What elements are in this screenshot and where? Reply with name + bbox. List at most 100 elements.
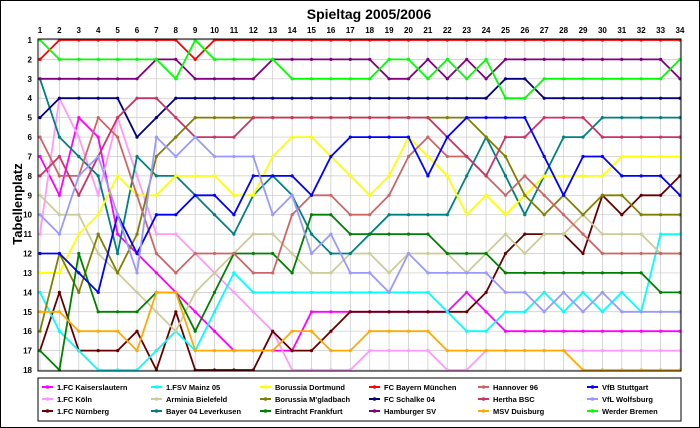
data-point-1-fsv-mainz-05 bbox=[309, 290, 314, 294]
data-point-1-fc-kaiserslautern bbox=[154, 271, 158, 275]
data-point-hannover-96 bbox=[445, 154, 449, 159]
data-point-vfl-wolfsburg bbox=[57, 232, 62, 236]
data-point-1-fc-k-ln bbox=[38, 232, 42, 236]
data-point-arminia-bielefeld bbox=[193, 290, 197, 294]
data-point-1-fc-k-ln bbox=[174, 232, 178, 236]
data-point-arminia-bielefeld bbox=[387, 271, 391, 275]
data-point-vfl-wolfsburg bbox=[116, 213, 120, 217]
data-point-hamburger-sv bbox=[251, 77, 255, 81]
data-point-hertha-bsc bbox=[542, 116, 546, 120]
data-point-eintracht-frankfurt bbox=[620, 271, 624, 275]
data-point-vfb-stuttgart bbox=[581, 154, 585, 159]
data-point-hamburger-sv bbox=[639, 57, 643, 62]
legend: 1.FC Kaiserslautern 1.FC Köln 1.FC Nürnber… bbox=[42, 383, 658, 416]
data-point-eintracht-frankfurt bbox=[659, 290, 663, 294]
data-point-bayer-04-leverkusen bbox=[96, 174, 100, 178]
data-point-arminia-bielefeld bbox=[57, 213, 62, 217]
data-point-hannover-96 bbox=[542, 193, 546, 197]
data-point-vfb-stuttgart bbox=[523, 116, 527, 120]
data-point-fc-schalke-04 bbox=[232, 96, 236, 100]
data-point-msv-duisburg bbox=[232, 349, 236, 353]
data-point-fc-schalke-04 bbox=[659, 96, 663, 100]
data-point-hertha-bsc bbox=[290, 116, 294, 120]
data-point-hertha-bsc bbox=[116, 116, 120, 120]
data-point-hannover-96 bbox=[387, 193, 391, 197]
data-point-1-fc-k-ln bbox=[659, 349, 663, 353]
data-point-1-fsv-mainz-05 bbox=[445, 310, 449, 314]
x-tick-label: 20 bbox=[404, 26, 413, 35]
data-point-hertha-bsc bbox=[600, 135, 605, 139]
data-point-hannover-96 bbox=[232, 251, 236, 256]
data-point-fc-schalke-04 bbox=[542, 96, 546, 100]
data-point-vfb-stuttgart bbox=[309, 193, 314, 197]
data-point-werder-bremen bbox=[154, 57, 158, 62]
y-tick-label: 7 bbox=[28, 152, 33, 161]
data-point-vfb-stuttgart bbox=[600, 154, 605, 159]
data-point-hamburger-sv bbox=[600, 57, 605, 62]
data-point-vfl-wolfsburg bbox=[212, 154, 217, 159]
data-point-vfb-stuttgart bbox=[465, 116, 469, 120]
data-point-borussia-dortmund bbox=[600, 174, 605, 178]
data-point-eintracht-frankfurt bbox=[542, 271, 546, 275]
data-point-1-fc-kaiserslautern bbox=[600, 329, 605, 333]
data-point-vfl-wolfsburg bbox=[309, 251, 314, 256]
data-point-msv-duisburg bbox=[251, 349, 255, 353]
data-point-fc-schalke-04 bbox=[38, 116, 42, 120]
data-point-hamburger-sv bbox=[348, 57, 352, 62]
x-tick-label: 11 bbox=[230, 26, 239, 35]
series-line-hannover-96 bbox=[39, 116, 680, 274]
y-axis-label: Tabellenplatz bbox=[10, 163, 25, 245]
data-point-bayer-04-leverkusen bbox=[562, 135, 566, 139]
data-point-hertha-bsc bbox=[309, 116, 314, 120]
y-tick-label: 12 bbox=[23, 250, 32, 259]
data-point-werder-bremen bbox=[368, 77, 372, 81]
data-point-borussia-dortmund bbox=[503, 213, 508, 217]
data-point-hamburger-sv bbox=[523, 57, 527, 62]
data-point-1-fsv-mainz-05 bbox=[77, 349, 81, 353]
data-point-1-fc-n-rnberg bbox=[348, 310, 352, 314]
data-point-vfl-wolfsburg bbox=[232, 154, 236, 159]
data-point-1-fc-n-rnberg bbox=[309, 349, 314, 353]
data-point-1-fc-n-rnberg bbox=[271, 329, 275, 333]
x-tick-label: 6 bbox=[135, 26, 140, 35]
data-point-borussia-dortmund bbox=[116, 174, 120, 178]
data-point-msv-duisburg bbox=[271, 349, 275, 353]
data-point-1-fsv-mainz-05 bbox=[600, 310, 605, 314]
data-point-1-fc-k-ln bbox=[135, 174, 139, 178]
data-point-arminia-bielefeld bbox=[38, 193, 42, 197]
legend-marker-vfb-stuttgart bbox=[590, 385, 595, 389]
data-point-borussia-m-gladbach bbox=[212, 116, 217, 120]
data-point-1-fc-k-ln bbox=[620, 349, 624, 353]
data-point-eintracht-frankfurt bbox=[251, 251, 255, 256]
data-point-1-fsv-mainz-05 bbox=[659, 232, 663, 236]
data-point-werder-bremen bbox=[135, 57, 139, 62]
data-point-1-fc-n-rnberg bbox=[174, 310, 178, 314]
data-point-vfb-stuttgart bbox=[232, 213, 236, 217]
data-point-werder-bremen bbox=[232, 57, 236, 62]
data-point-hannover-96 bbox=[620, 251, 624, 256]
data-point-msv-duisburg bbox=[96, 329, 100, 333]
data-point-fc-schalke-04 bbox=[96, 96, 100, 100]
data-point-bayer-04-leverkusen bbox=[600, 116, 605, 120]
legend-frame bbox=[37, 377, 682, 422]
data-point-hertha-bsc bbox=[639, 135, 643, 139]
data-point-hertha-bsc bbox=[212, 135, 217, 139]
data-point-borussia-m-gladbach bbox=[193, 116, 197, 120]
data-point-vfb-stuttgart bbox=[290, 174, 294, 178]
data-point-fc-schalke-04 bbox=[465, 96, 469, 100]
data-point-1-fc-kaiserslautern bbox=[639, 329, 643, 333]
data-point-msv-duisburg bbox=[212, 349, 217, 353]
data-point-vfb-stuttgart bbox=[154, 213, 158, 217]
data-point-borussia-m-gladbach bbox=[620, 193, 624, 197]
data-point-hertha-bsc bbox=[57, 154, 62, 159]
data-point-hertha-bsc bbox=[348, 116, 352, 120]
data-point-hamburger-sv bbox=[465, 57, 469, 62]
data-point-borussia-m-gladbach bbox=[542, 213, 546, 217]
data-point-1-fsv-mainz-05 bbox=[426, 290, 430, 294]
data-point-msv-duisburg bbox=[135, 349, 139, 353]
data-point-1-fsv-mainz-05 bbox=[406, 290, 411, 294]
data-point-borussia-dortmund bbox=[542, 174, 546, 178]
data-point-hannover-96 bbox=[639, 251, 643, 256]
data-point-borussia-dortmund bbox=[348, 174, 352, 178]
